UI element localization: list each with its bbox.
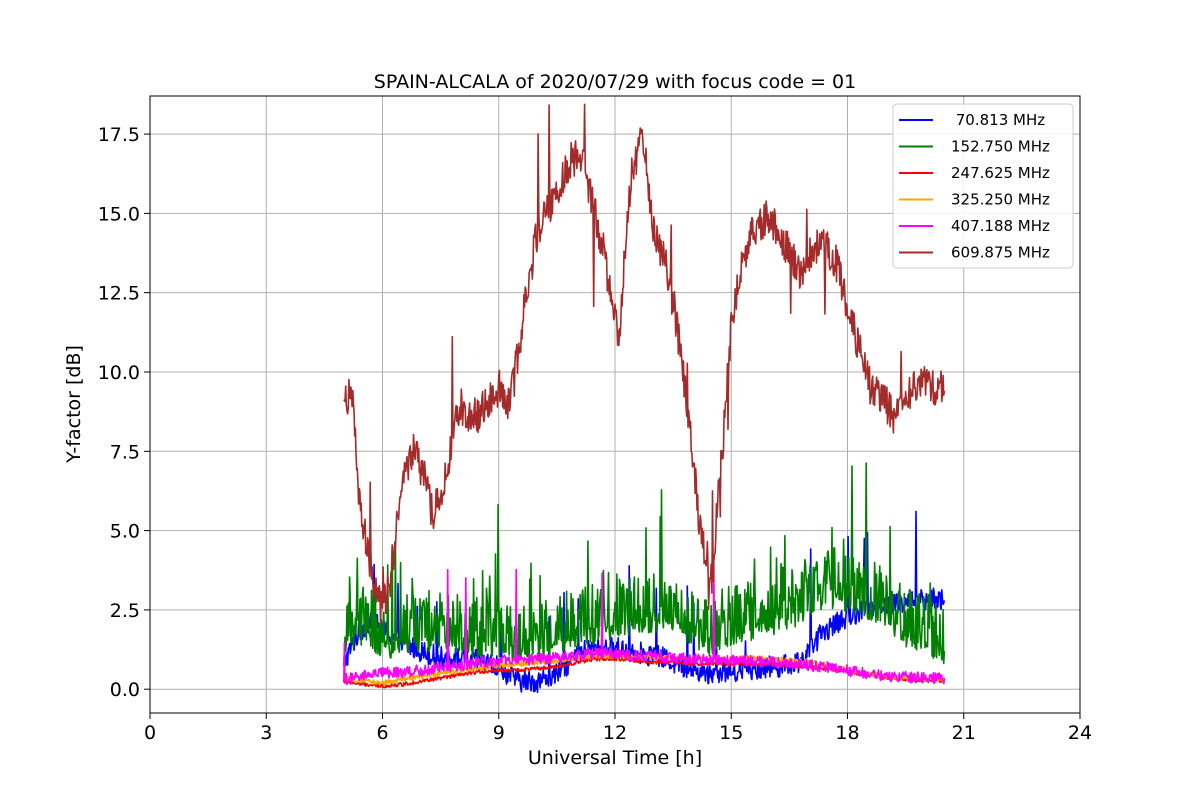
x-tick-label-4: 12 xyxy=(603,722,627,744)
y-tick-label-0: 0.0 xyxy=(110,679,140,701)
legend-entry-2: 247.625 MHz xyxy=(951,164,1050,182)
series-line-4 xyxy=(343,562,946,686)
y-tick-label-6: 15.0 xyxy=(98,203,140,225)
x-tick-label-0: 0 xyxy=(144,722,156,744)
legend-entry-3: 325.250 MHz xyxy=(951,191,1050,209)
series-line-1 xyxy=(343,462,946,666)
x-tick-label-1: 3 xyxy=(260,722,272,744)
x-tick-label-5: 15 xyxy=(719,722,743,744)
legend-entry-4: 407.188 MHz xyxy=(951,217,1050,235)
y-tick-label-2: 5.0 xyxy=(110,521,140,543)
plot-area xyxy=(343,103,946,694)
legend-entry-0: 70.813 MHz xyxy=(951,111,1045,129)
legend: 70.813 MHz 152.750 MHz 247.625 MHz 325.250 … xyxy=(892,103,1074,269)
y-tick-label-3: 7.5 xyxy=(110,441,140,463)
y-tick-label-7: 17.5 xyxy=(98,124,140,146)
series-line-5 xyxy=(343,103,946,624)
legend-box xyxy=(892,103,1074,269)
y-tick-label-1: 2.5 xyxy=(110,600,140,622)
chart-title: SPAIN-ALCALA of 2020/07/29 with focus co… xyxy=(374,71,856,93)
x-tick-label-6: 18 xyxy=(835,722,859,744)
y-tick-label-5: 12.5 xyxy=(98,283,140,305)
x-tick-label-7: 21 xyxy=(952,722,976,744)
legend-entry-5: 609.875 MHz xyxy=(951,244,1050,262)
series-layer xyxy=(343,103,946,694)
legend-entry-1: 152.750 MHz xyxy=(951,138,1050,156)
y-axis-ticks: 0.0 2.5 5.0 7.5 10.0 12.5 15.0 17.5 xyxy=(98,124,150,701)
y-tick-label-4: 10.0 xyxy=(98,362,140,384)
x-tick-label-2: 6 xyxy=(376,722,388,744)
x-tick-label-8: 24 xyxy=(1068,722,1092,744)
x-axis-ticks: 0 3 6 9 12 15 18 21 24 xyxy=(144,713,1092,744)
y-axis-label: Y-factor [dB] xyxy=(63,345,85,464)
x-axis-label: Universal Time [h] xyxy=(528,747,702,769)
x-tick-label-3: 9 xyxy=(493,722,505,744)
series-line-0 xyxy=(343,510,946,694)
